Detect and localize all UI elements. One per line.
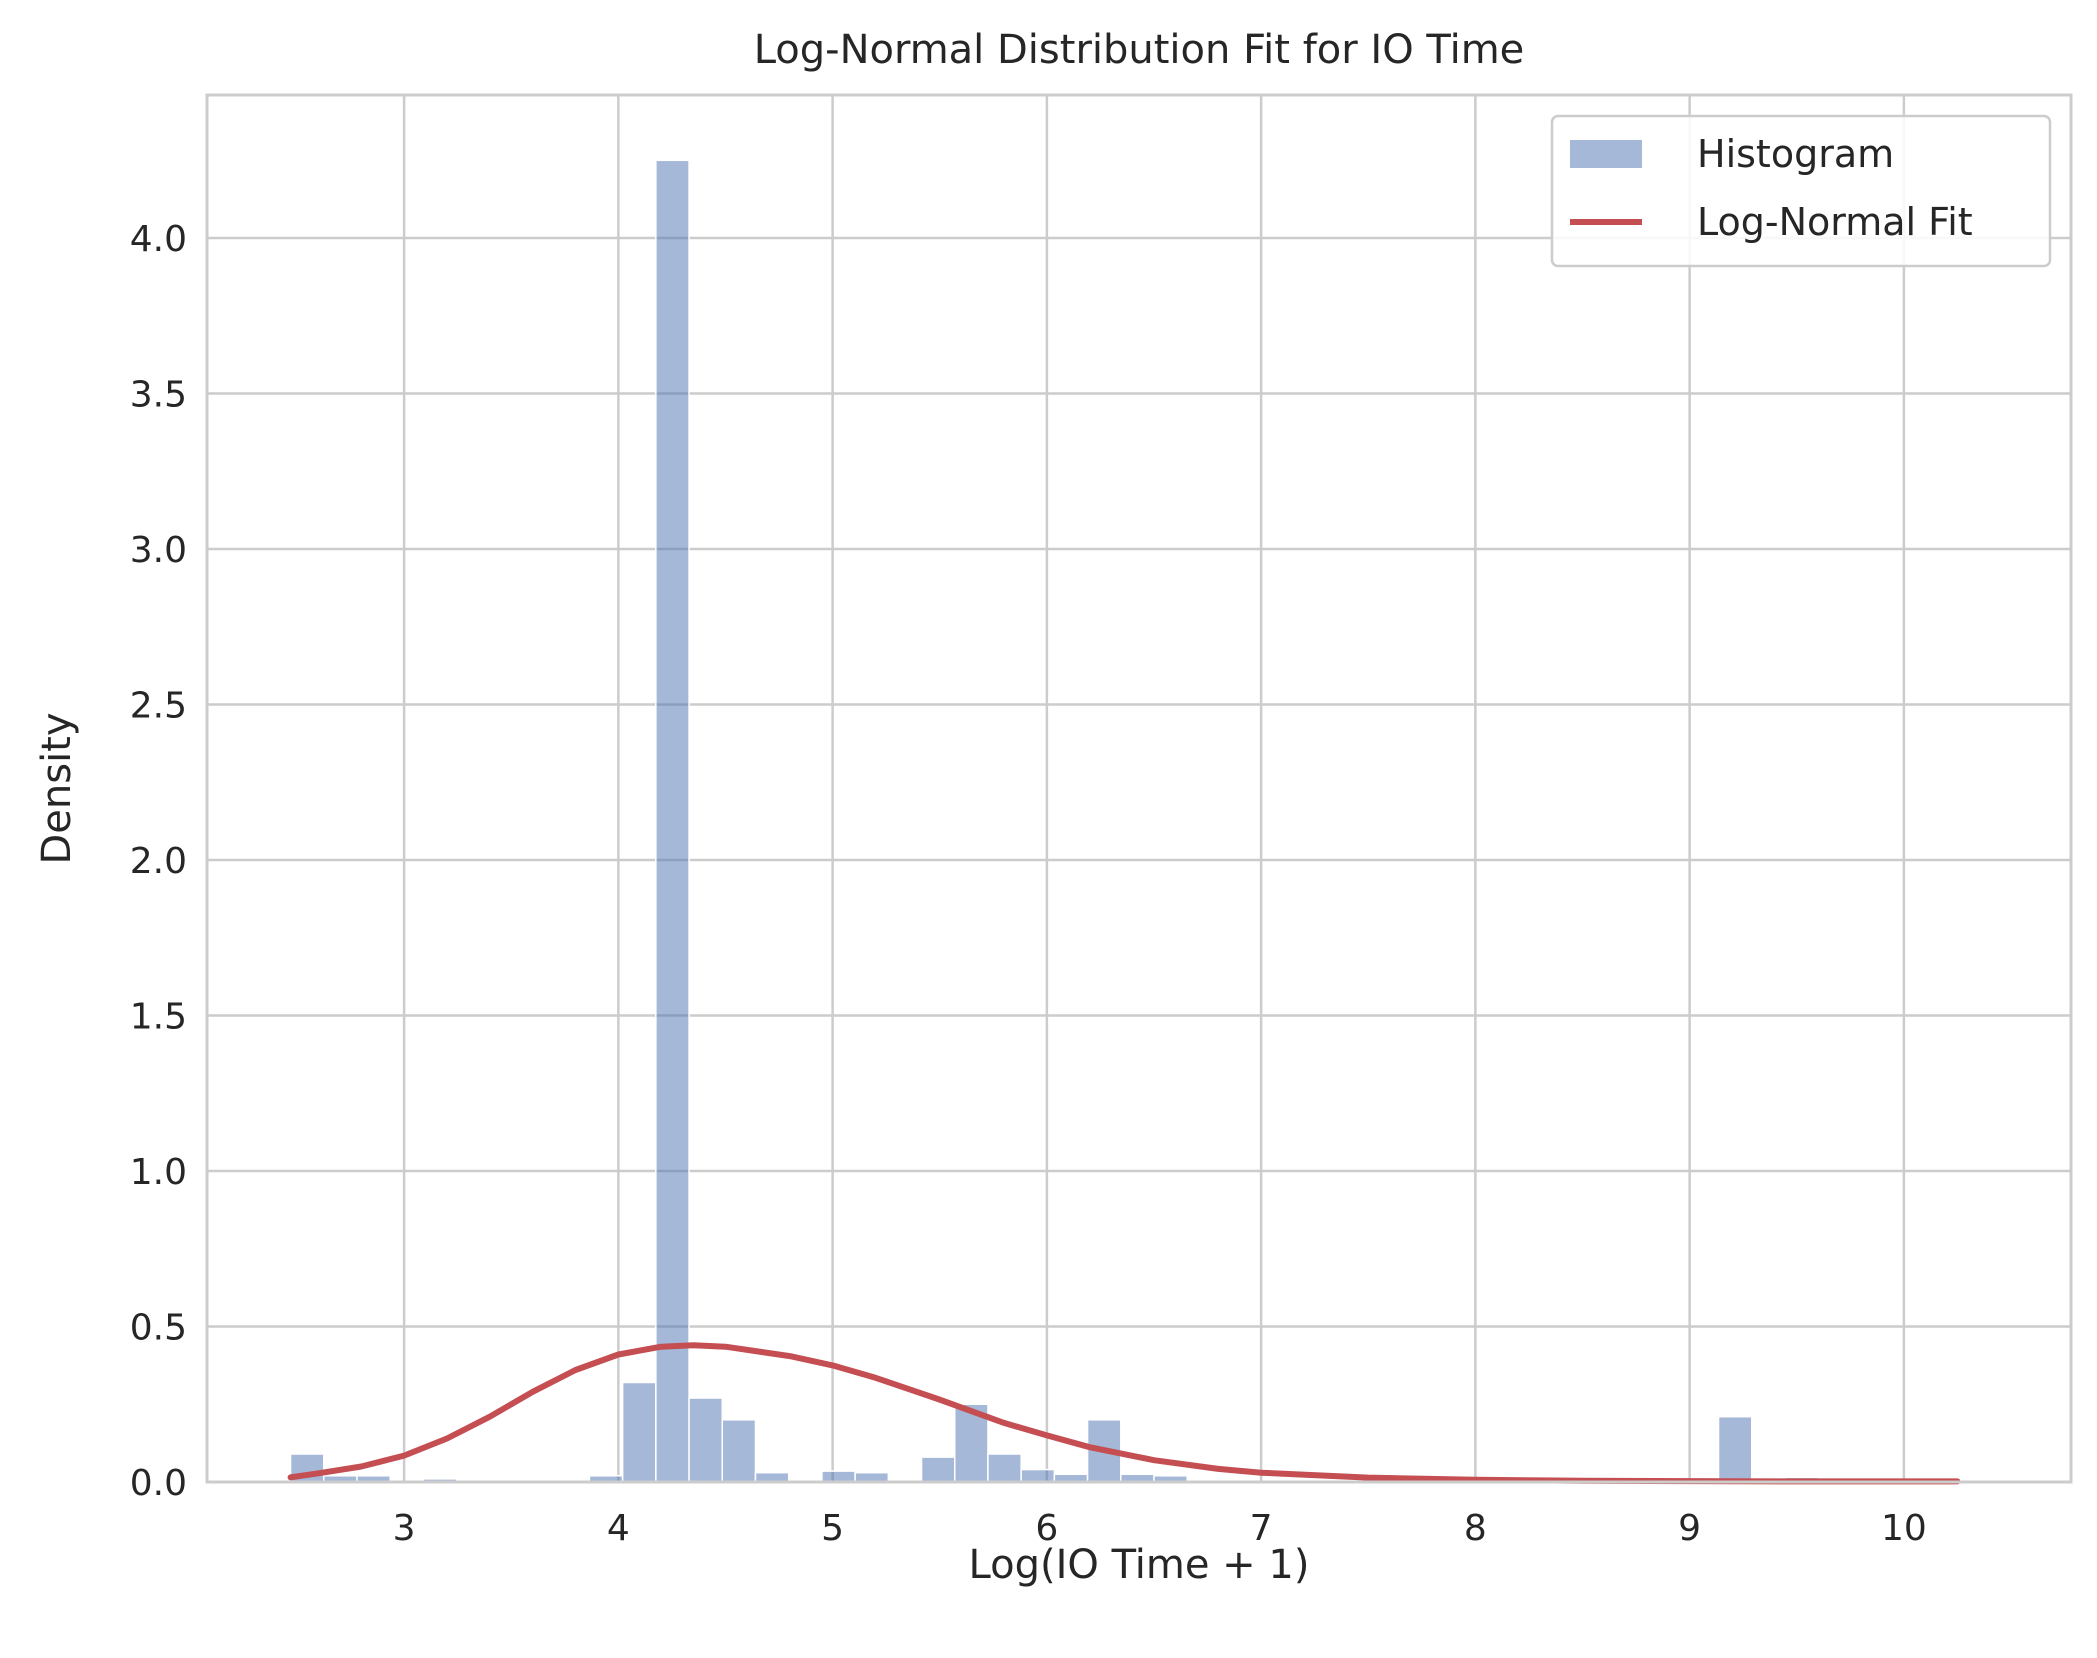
histogram-bar [621, 1381, 657, 1483]
y-tick-label: 0.0 [130, 1463, 187, 1504]
chart-title: Log-Normal Distribution Fit for IO Time [754, 27, 1525, 73]
x-tick-label: 9 [1678, 1508, 1701, 1549]
y-tick-label: 2.5 [130, 686, 187, 727]
legend-label-histogram: Histogram [1697, 132, 1894, 176]
x-tick-label: 6 [1035, 1508, 1058, 1549]
legend-histogram-swatch [1570, 140, 1642, 168]
histogram-bar [655, 159, 690, 1483]
legend-label-fit: Log-Normal Fit [1697, 200, 1973, 244]
histogram-bar [1020, 1468, 1056, 1483]
y-tick-label: 3.0 [130, 530, 187, 571]
x-tick-label: 3 [393, 1508, 416, 1549]
y-tick-label: 3.5 [130, 375, 187, 416]
y-tick-labels: 0.0 0.5 1.0 1.5 2.0 2.5 3.0 3.5 4.0 [130, 219, 187, 1504]
plot-area [207, 95, 2071, 1482]
x-tick-label: 10 [1881, 1508, 1927, 1549]
y-tick-label: 1.5 [130, 997, 187, 1038]
x-tick-label: 4 [607, 1508, 630, 1549]
y-axis-label: Density [34, 712, 80, 864]
histogram-bar [987, 1453, 1022, 1483]
histogram-bar [688, 1397, 724, 1483]
log-normal-fit-line [287, 1342, 1961, 1485]
y-tick-label: 4.0 [130, 219, 187, 260]
legend-box [1550, 114, 2052, 268]
x-axis-label: Log(IO Time + 1) [969, 1542, 1310, 1588]
y-tick-label: 1.0 [130, 1152, 187, 1193]
histogram-bar [821, 1470, 856, 1483]
x-tick-labels: 3 4 5 6 7 8 9 10 [393, 1508, 1927, 1549]
gridlines [207, 95, 2071, 1484]
legend: Histogram Log-Normal Fit [1550, 114, 2052, 268]
x-tick-label: 8 [1464, 1508, 1487, 1549]
histogram-bar [1717, 1415, 1753, 1483]
y-tick-label: 0.5 [130, 1308, 187, 1349]
y-tick-label: 2.0 [130, 841, 187, 882]
histogram-bar [721, 1419, 757, 1483]
x-tick-label: 7 [1250, 1508, 1273, 1549]
plot-spines [205, 93, 2073, 1484]
histogram-bar [920, 1456, 956, 1483]
x-tick-label: 5 [821, 1508, 844, 1549]
